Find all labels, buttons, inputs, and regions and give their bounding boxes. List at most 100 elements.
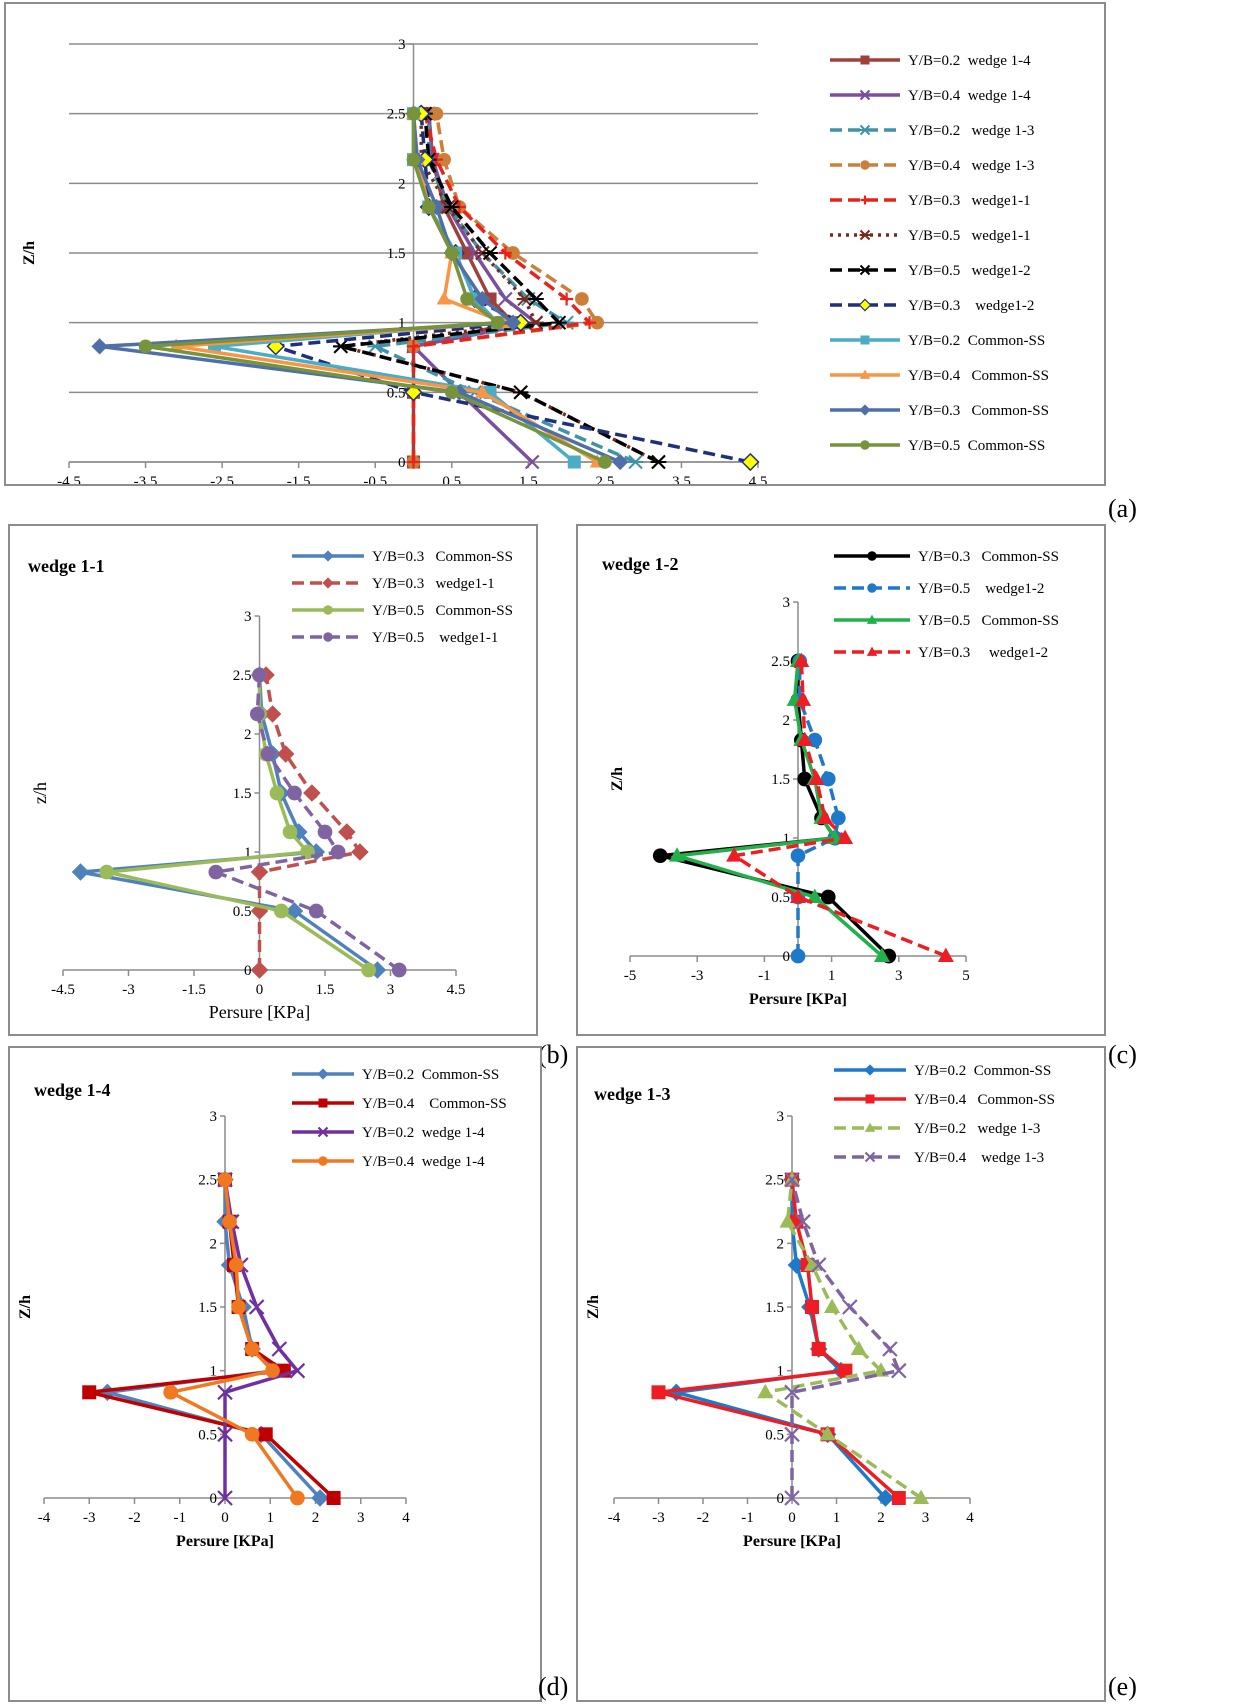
data-point	[326, 1491, 341, 1505]
data-point	[819, 1425, 836, 1441]
chart-title: wedge 1-1	[28, 556, 104, 576]
panel-e: -4 -3 -2 -1 0 1 2 3 4 0 0.5 1 1.5 2 2.5 3 Persure [KPa] Z…	[576, 1046, 1106, 1702]
series-line	[105, 1179, 322, 1500]
panel-label-d: (d)	[538, 1672, 569, 1701]
y-tick-label: 1.5	[233, 786, 252, 802]
data-point	[338, 823, 356, 841]
legend-label: Y/B=0.2 wedge 1-4	[362, 1125, 485, 1141]
data-point	[361, 962, 377, 978]
legend-label: Y/B=0.4 wedge 1-3	[914, 1150, 1044, 1166]
data-point	[273, 903, 289, 919]
legend-marker	[860, 55, 870, 65]
legend-entry: Y/B=0.2 wedge 1-3	[830, 123, 1034, 139]
y-tick-label: 1.5	[387, 246, 406, 262]
data-point	[524, 454, 540, 470]
legend-marker	[318, 1098, 328, 1108]
y-tick-label: 0.5	[233, 904, 252, 920]
legend-marker	[864, 1151, 876, 1163]
legend-label: Y/B=0.4 wedge 1-4	[362, 1154, 485, 1170]
legend-marker	[322, 577, 334, 589]
x-tick-label: -1.5	[287, 474, 311, 484]
legend-label: Y/B=0.2 wedge 1-3	[914, 1121, 1040, 1137]
x-tick-label: 4	[966, 1510, 974, 1526]
data-point	[228, 1257, 244, 1273]
y-tick-label: 1	[398, 316, 406, 332]
data-point	[805, 1300, 820, 1314]
data-point	[248, 1299, 265, 1315]
series-1	[652, 653, 897, 964]
data-point	[351, 843, 369, 861]
legend-marker	[317, 1068, 329, 1080]
x-tick-label: 0	[256, 982, 264, 998]
legend-entry: Y/B=0.5 wedge1-1	[830, 228, 1031, 244]
y-tick-label: 2	[398, 176, 406, 192]
data-point	[873, 947, 891, 962]
chart-title: wedge 1-2	[602, 554, 678, 574]
data-point	[779, 1213, 796, 1228]
data-point	[810, 1257, 827, 1273]
x-tick-label: -1	[758, 968, 771, 984]
data-point	[460, 292, 474, 306]
y-tick-label: 0.5	[771, 890, 790, 906]
x-tick-label: -4	[38, 1510, 51, 1526]
data-point	[252, 667, 267, 683]
data-point	[891, 1491, 906, 1505]
data-point	[287, 785, 302, 801]
data-point	[311, 1489, 329, 1507]
legend-entry: Y/B=0.5 Common-SS	[292, 603, 513, 619]
legend-label: Y/B=0.2 wedge 1-3	[908, 123, 1034, 139]
data-point	[271, 1341, 288, 1357]
series-line	[796, 661, 841, 956]
legend-label: Y/B=0.4 Common-SS	[914, 1092, 1055, 1108]
data-point	[317, 824, 333, 840]
data-point	[138, 339, 153, 354]
y-tick-label: 0	[210, 1491, 218, 1507]
y-tick-label: 0.5	[387, 385, 406, 401]
data-point	[790, 948, 806, 964]
legend-label: Y/B=0.2 Common-SS	[362, 1067, 499, 1083]
legend-marker	[317, 1126, 329, 1138]
series-line	[675, 660, 884, 958]
x-tick-label: -3	[83, 1510, 96, 1526]
series-3	[99, 667, 377, 978]
y-tick-label: 3	[210, 1109, 218, 1125]
y-tick-label: 3	[244, 609, 252, 625]
series-line	[273, 113, 751, 464]
x-axis-label: Persure [KPa]	[176, 1533, 274, 1550]
data-point	[612, 453, 629, 471]
x-tick-label: -0.5	[363, 474, 387, 484]
series-line	[174, 113, 599, 464]
chart-b: -4.5 -3 -1.5 0 1.5 3 4.5 0 0.5 1 1.5 2 2.5 3 Persure […	[28, 549, 513, 1022]
legend-label: Y/B=0.2 Common-SS	[908, 333, 1045, 349]
x-tick-label: -3	[122, 982, 135, 998]
data-point	[850, 1340, 867, 1355]
data-point	[551, 315, 567, 330]
data-point	[528, 291, 544, 307]
x-tick-label: 4.5	[749, 474, 768, 484]
series-4	[163, 1172, 305, 1506]
x-tick-label: 3	[895, 968, 903, 984]
legend-label: Y/B=0.3 wedge1-1	[908, 193, 1031, 209]
series-4	[784, 1171, 907, 1506]
legend-marker	[859, 229, 871, 241]
legend-entry: Y/B=0.2 Common-SS	[292, 1067, 499, 1083]
x-tick-label: 1	[828, 968, 836, 984]
data-point	[407, 339, 420, 353]
legend-label: Y/B=0.5 Common-SS	[372, 603, 513, 619]
data-point	[269, 785, 285, 801]
legend-entry: Y/B=0.5 wedge1-2	[834, 581, 1044, 597]
data-point	[482, 245, 498, 261]
data-point	[217, 1426, 233, 1443]
series-3	[668, 652, 891, 962]
data-point	[282, 824, 298, 840]
legend-marker	[866, 646, 878, 656]
legend-marker	[867, 583, 877, 593]
y-tick-label: 1	[783, 831, 791, 847]
series-2	[250, 666, 369, 979]
x-tick-label: 0	[788, 1510, 796, 1526]
data-point	[882, 1341, 898, 1357]
series-4	[208, 667, 407, 978]
series-line	[212, 113, 576, 464]
y-axis-label: Z/h	[21, 241, 38, 265]
legend-label: Y/B=0.3 Common-SS	[918, 549, 1059, 565]
